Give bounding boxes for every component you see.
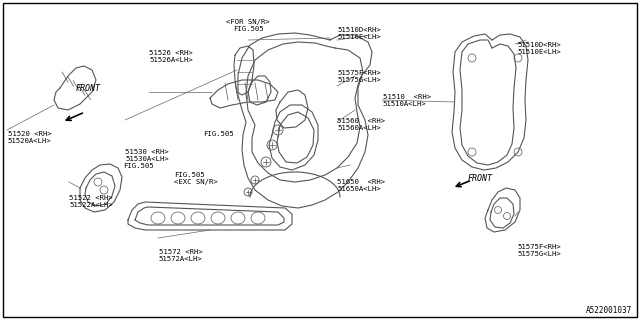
Text: 51510  <RH>
51510A<LH>: 51510 <RH> 51510A<LH> [383,94,431,108]
Text: 51575F<RH>
51575G<LH>: 51575F<RH> 51575G<LH> [337,70,381,84]
Text: 51526 <RH>
51526A<LH>: 51526 <RH> 51526A<LH> [149,50,193,63]
Text: <FOR SN/R>
FIG.505: <FOR SN/R> FIG.505 [227,19,270,32]
Text: A522001037: A522001037 [586,306,632,315]
Text: 51572 <RH>
51572A<LH>: 51572 <RH> 51572A<LH> [159,249,202,262]
Text: FIG.505: FIG.505 [124,163,154,169]
Text: 51522 <RH>
51522A<LH>: 51522 <RH> 51522A<LH> [69,195,113,208]
Text: FRONT: FRONT [76,84,100,93]
Text: FRONT: FRONT [467,174,492,183]
Text: 51510D<RH>
51510E<LH>: 51510D<RH> 51510E<LH> [517,42,561,55]
Text: 51530 <RH>
51530A<LH>: 51530 <RH> 51530A<LH> [125,149,169,162]
Text: 51575F<RH>
51575G<LH>: 51575F<RH> 51575G<LH> [517,244,561,257]
Text: 51650  <RH>
51650A<LH>: 51650 <RH> 51650A<LH> [337,179,385,192]
Text: 51510D<RH>
51510E<LH>: 51510D<RH> 51510E<LH> [337,27,381,40]
Text: FIG.505
<EXC SN/R>: FIG.505 <EXC SN/R> [174,172,218,185]
Text: FIG.505: FIG.505 [204,131,234,137]
Text: 51560  <RH>
51560A<LH>: 51560 <RH> 51560A<LH> [337,118,385,132]
Text: 51520 <RH>
51520A<LH>: 51520 <RH> 51520A<LH> [8,131,51,144]
